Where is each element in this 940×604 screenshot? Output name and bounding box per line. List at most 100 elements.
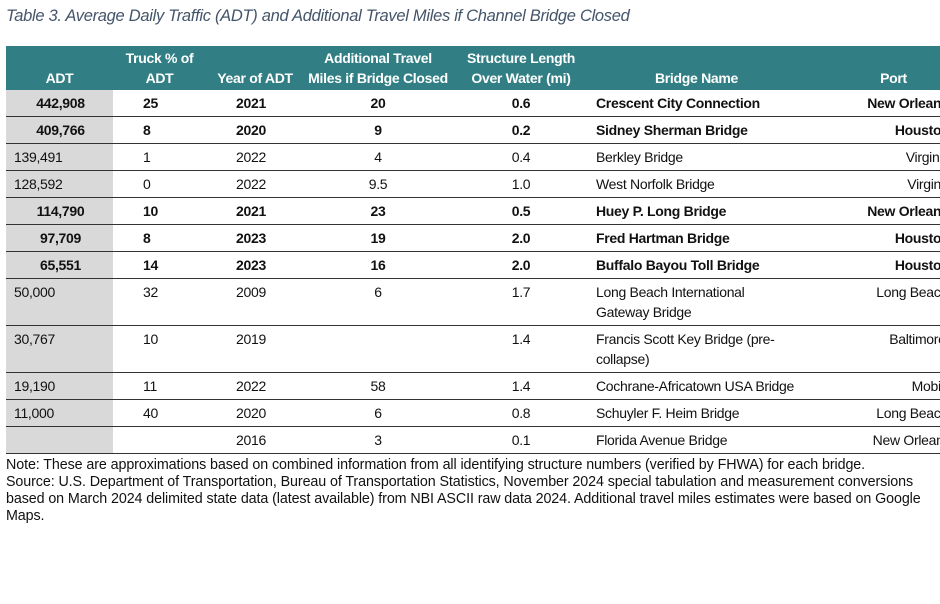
cell-adt: 139,491 bbox=[6, 143, 113, 171]
cell-bridge-name: Florida Avenue Bridge bbox=[590, 426, 803, 454]
cell-additional-miles: 9 bbox=[304, 116, 452, 144]
cell-adt: 128,592 bbox=[6, 170, 113, 198]
column-header: Additional Travel Miles if Bridge Closed bbox=[304, 46, 452, 90]
cell-structure-length: 2.0 bbox=[452, 251, 590, 279]
cell-additional-miles: 4 bbox=[304, 143, 452, 171]
cell-year: 2021 bbox=[206, 90, 304, 117]
cell-adt: 65,551 bbox=[6, 251, 113, 279]
column-header: Port bbox=[803, 46, 940, 90]
cell-bridge-name: Francis Scott Key Bridge (pre-collapse) bbox=[590, 325, 803, 373]
cell-additional-miles: 19 bbox=[304, 224, 452, 252]
cell-bridge-name: Berkley Bridge bbox=[590, 143, 803, 171]
table-row: 19,190 11 2022 58 1.4 Cochrane-Africatown USA… bbox=[6, 372, 940, 400]
cell-port: New Orleans, LA bbox=[803, 197, 940, 225]
cell-truck-pct: 40 bbox=[113, 399, 206, 427]
cell-port: Mobile, AL bbox=[803, 372, 940, 400]
cell-adt: 442,908 bbox=[6, 90, 113, 117]
cell-additional-miles: 6 bbox=[304, 278, 452, 326]
cell-adt bbox=[6, 426, 113, 454]
cell-bridge-name: Long Beach International Gateway Bridge bbox=[590, 278, 803, 326]
cell-bridge-name: Cochrane-Africatown USA Bridge bbox=[590, 372, 803, 400]
table-row: 114,790 10 2021 23 0.5 Huey P. Long Bridge New… bbox=[6, 197, 940, 225]
cell-structure-length: 0.6 bbox=[452, 90, 590, 117]
cell-port: Houston, TX bbox=[803, 116, 940, 144]
cell-additional-miles: 9.5 bbox=[304, 170, 452, 198]
header-row: ADT Truck % of ADT Year of ADT Additional T… bbox=[6, 46, 940, 90]
cell-year: 2022 bbox=[206, 372, 304, 400]
cell-truck-pct bbox=[113, 426, 206, 454]
traffic-table: ADT Truck % of ADT Year of ADT Additional T… bbox=[6, 46, 940, 454]
cell-adt: 11,000 bbox=[6, 399, 113, 427]
cell-bridge-name: Huey P. Long Bridge bbox=[590, 197, 803, 225]
column-header: Bridge Name bbox=[590, 46, 803, 90]
notes: Note: These are approximations based on … bbox=[6, 457, 931, 525]
cell-truck-pct: 8 bbox=[113, 116, 206, 144]
page: Table 3. Average Daily Traffic (ADT) and… bbox=[6, 7, 940, 525]
cell-additional-miles: 3 bbox=[304, 426, 452, 454]
note-text: Note: These are approximations based on … bbox=[6, 457, 866, 473]
table-row: 97,709 8 2023 19 2.0 Fred Hartman Bridge Houst… bbox=[6, 224, 940, 252]
cell-bridge-name: Buffalo Bayou Toll Bridge bbox=[590, 251, 803, 279]
table-row: 50,000 32 2009 6 1.7 Long Beach International… bbox=[6, 278, 940, 326]
cell-adt: 97,709 bbox=[6, 224, 113, 252]
cell-port: New Orleans, LA bbox=[803, 426, 940, 454]
cell-truck-pct: 1 bbox=[113, 143, 206, 171]
cell-structure-length: 1.7 bbox=[452, 278, 590, 326]
cell-additional-miles: 16 bbox=[304, 251, 452, 279]
cell-year: 2021 bbox=[206, 197, 304, 225]
cell-bridge-name: Crescent City Connection bbox=[590, 90, 803, 117]
cell-bridge-name: West Norfolk Bridge bbox=[590, 170, 803, 198]
table-row: 442,908 25 2021 20 0.6 Crescent City Connecti… bbox=[6, 90, 940, 117]
cell-structure-length: 1.4 bbox=[452, 372, 590, 400]
cell-structure-length: 2.0 bbox=[452, 224, 590, 252]
cell-truck-pct: 25 bbox=[113, 90, 206, 117]
cell-additional-miles: 20 bbox=[304, 90, 452, 117]
table-title: Table 3. Average Daily Traffic (ADT) and… bbox=[6, 7, 630, 25]
cell-bridge-name: Schuyler F. Heim Bridge bbox=[590, 399, 803, 427]
cell-adt: 19,190 bbox=[6, 372, 113, 400]
cell-port: Long Beach, CA bbox=[803, 399, 940, 427]
cell-adt: 114,790 bbox=[6, 197, 113, 225]
cell-truck-pct: 0 bbox=[113, 170, 206, 198]
cell-port: New Orleans, LA bbox=[803, 90, 940, 117]
cell-structure-length: 0.4 bbox=[452, 143, 590, 171]
cell-structure-length: 0.2 bbox=[452, 116, 590, 144]
cell-year: 2020 bbox=[206, 399, 304, 427]
cell-truck-pct: 10 bbox=[113, 325, 206, 373]
cell-additional-miles: 6 bbox=[304, 399, 452, 427]
table-row: 30,767 10 2019 1.4 Francis Scott Key Bridge … bbox=[6, 325, 940, 373]
column-header: Year of ADT bbox=[206, 46, 304, 90]
table-row: 409,766 8 2020 9 0.2 Sidney Sherman Bridge Hou… bbox=[6, 116, 940, 144]
cell-structure-length: 1.4 bbox=[452, 325, 590, 373]
cell-additional-miles bbox=[304, 325, 452, 373]
cell-structure-length: 1.0 bbox=[452, 170, 590, 198]
cell-truck-pct: 14 bbox=[113, 251, 206, 279]
cell-year: 2023 bbox=[206, 224, 304, 252]
cell-bridge-name: Fred Hartman Bridge bbox=[590, 224, 803, 252]
cell-truck-pct: 8 bbox=[113, 224, 206, 252]
cell-year: 2009 bbox=[206, 278, 304, 326]
cell-year: 2022 bbox=[206, 170, 304, 198]
cell-additional-miles: 23 bbox=[304, 197, 452, 225]
cell-port: Baltimore, MD bbox=[803, 325, 940, 373]
cell-port: Houston, TX bbox=[803, 251, 940, 279]
table-row: 11,000 40 2020 6 0.8 Schuyler F. Heim Bridge L… bbox=[6, 399, 940, 427]
cell-structure-length: 0.1 bbox=[452, 426, 590, 454]
cell-truck-pct: 10 bbox=[113, 197, 206, 225]
column-header: Truck % of ADT bbox=[113, 46, 206, 90]
cell-port: Houston, TX bbox=[803, 224, 940, 252]
cell-year: 2023 bbox=[206, 251, 304, 279]
cell-adt: 409,766 bbox=[6, 116, 113, 144]
cell-year: 2020 bbox=[206, 116, 304, 144]
column-header: ADT bbox=[6, 46, 113, 90]
table-row: 65,551 14 2023 16 2.0 Buffalo Bayou Toll Brid… bbox=[6, 251, 940, 279]
cell-year: 2022 bbox=[206, 143, 304, 171]
cell-port: Long Beach, CA bbox=[803, 278, 940, 326]
cell-year: 2016 bbox=[206, 426, 304, 454]
cell-bridge-name: Sidney Sherman Bridge bbox=[590, 116, 803, 144]
cell-truck-pct: 32 bbox=[113, 278, 206, 326]
cell-year: 2019 bbox=[206, 325, 304, 373]
cell-truck-pct: 11 bbox=[113, 372, 206, 400]
